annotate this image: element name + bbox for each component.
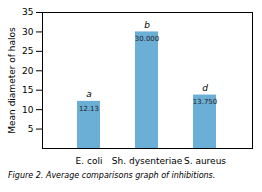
svg-text:30: 30 — [22, 27, 34, 37]
html-text:Figure 2. Average comparisons: Figure 2. Average comparisons graph of i… — [8, 171, 216, 180]
svg-text:10: 10 — [22, 105, 34, 115]
svg-text:20: 20 — [22, 66, 34, 76]
svg-text:S. aureus: S. aureus — [184, 156, 226, 166]
svg-text:a: a — [86, 89, 92, 99]
svg-text:15: 15 — [22, 85, 33, 95]
svg-text:d: d — [202, 83, 208, 93]
svg-text:13.750: 13.750 — [193, 98, 218, 106]
svg-text:Mean diameter of halos: Mean diameter of halos — [7, 27, 17, 134]
svg-text:5: 5 — [28, 124, 34, 134]
svg-text:b: b — [144, 20, 150, 30]
svg-text:25: 25 — [22, 46, 33, 56]
svg-text:30.000: 30.000 — [135, 35, 160, 43]
svg-text:E. coli: E. coli — [76, 156, 103, 166]
svg-text:12.13: 12.13 — [79, 105, 99, 113]
svg-text:Sh. dysenteriae: Sh. dysenteriae — [112, 156, 183, 166]
svg-text:35: 35 — [22, 7, 33, 17]
